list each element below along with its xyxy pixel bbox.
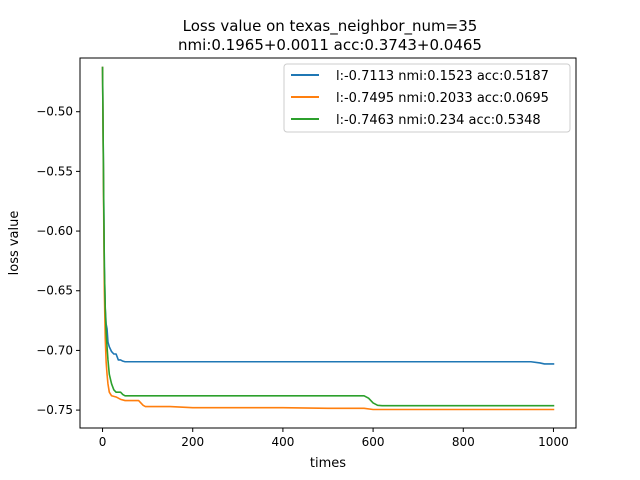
y-tick-label: −0.75 xyxy=(36,403,73,417)
y-axis-label: loss value xyxy=(7,211,22,276)
y-tick-label: −0.60 xyxy=(36,224,73,238)
legend: l:-0.7113 nmi:0.1523 acc:0.5187 l:-0.749… xyxy=(283,63,571,133)
x-tick-label: 1000 xyxy=(538,435,569,449)
x-tick-label: 600 xyxy=(362,435,385,449)
plot-frame xyxy=(79,57,577,429)
series-line-3 xyxy=(101,66,555,407)
x-tick-label: 400 xyxy=(271,435,294,449)
y-tick-label: −0.65 xyxy=(36,284,73,298)
x-axis-label: times xyxy=(310,456,346,471)
chart-title-line1: Loss value on texas_neighbor_num=35 xyxy=(183,17,478,36)
series-group xyxy=(101,66,555,411)
x-tick-label: 800 xyxy=(452,435,475,449)
legend-label-2: l:-0.7495 nmi:0.2033 acc:0.0695 xyxy=(336,91,549,106)
axis-ticks: 0 200 400 600 800 1000 −0.50 −0.55 −0.60 −0.65 −0.… xyxy=(36,105,569,449)
chart-title-line2: nmi:0.1965+0.0011 acc:0.3743+0.0465 xyxy=(178,36,482,54)
x-tick-label: 200 xyxy=(181,435,204,449)
y-tick-label: −0.70 xyxy=(36,343,73,357)
legend-label-1: l:-0.7113 nmi:0.1523 acc:0.5187 xyxy=(336,69,549,84)
y-tick-label: −0.55 xyxy=(36,164,73,178)
x-tick-label: 0 xyxy=(99,435,107,449)
legend-box xyxy=(283,63,571,133)
y-tick-label: −0.50 xyxy=(36,105,73,119)
legend-label-3: l:-0.7463 nmi:0.234 acc:0.5348 xyxy=(336,113,541,128)
series-line-2 xyxy=(101,66,555,411)
